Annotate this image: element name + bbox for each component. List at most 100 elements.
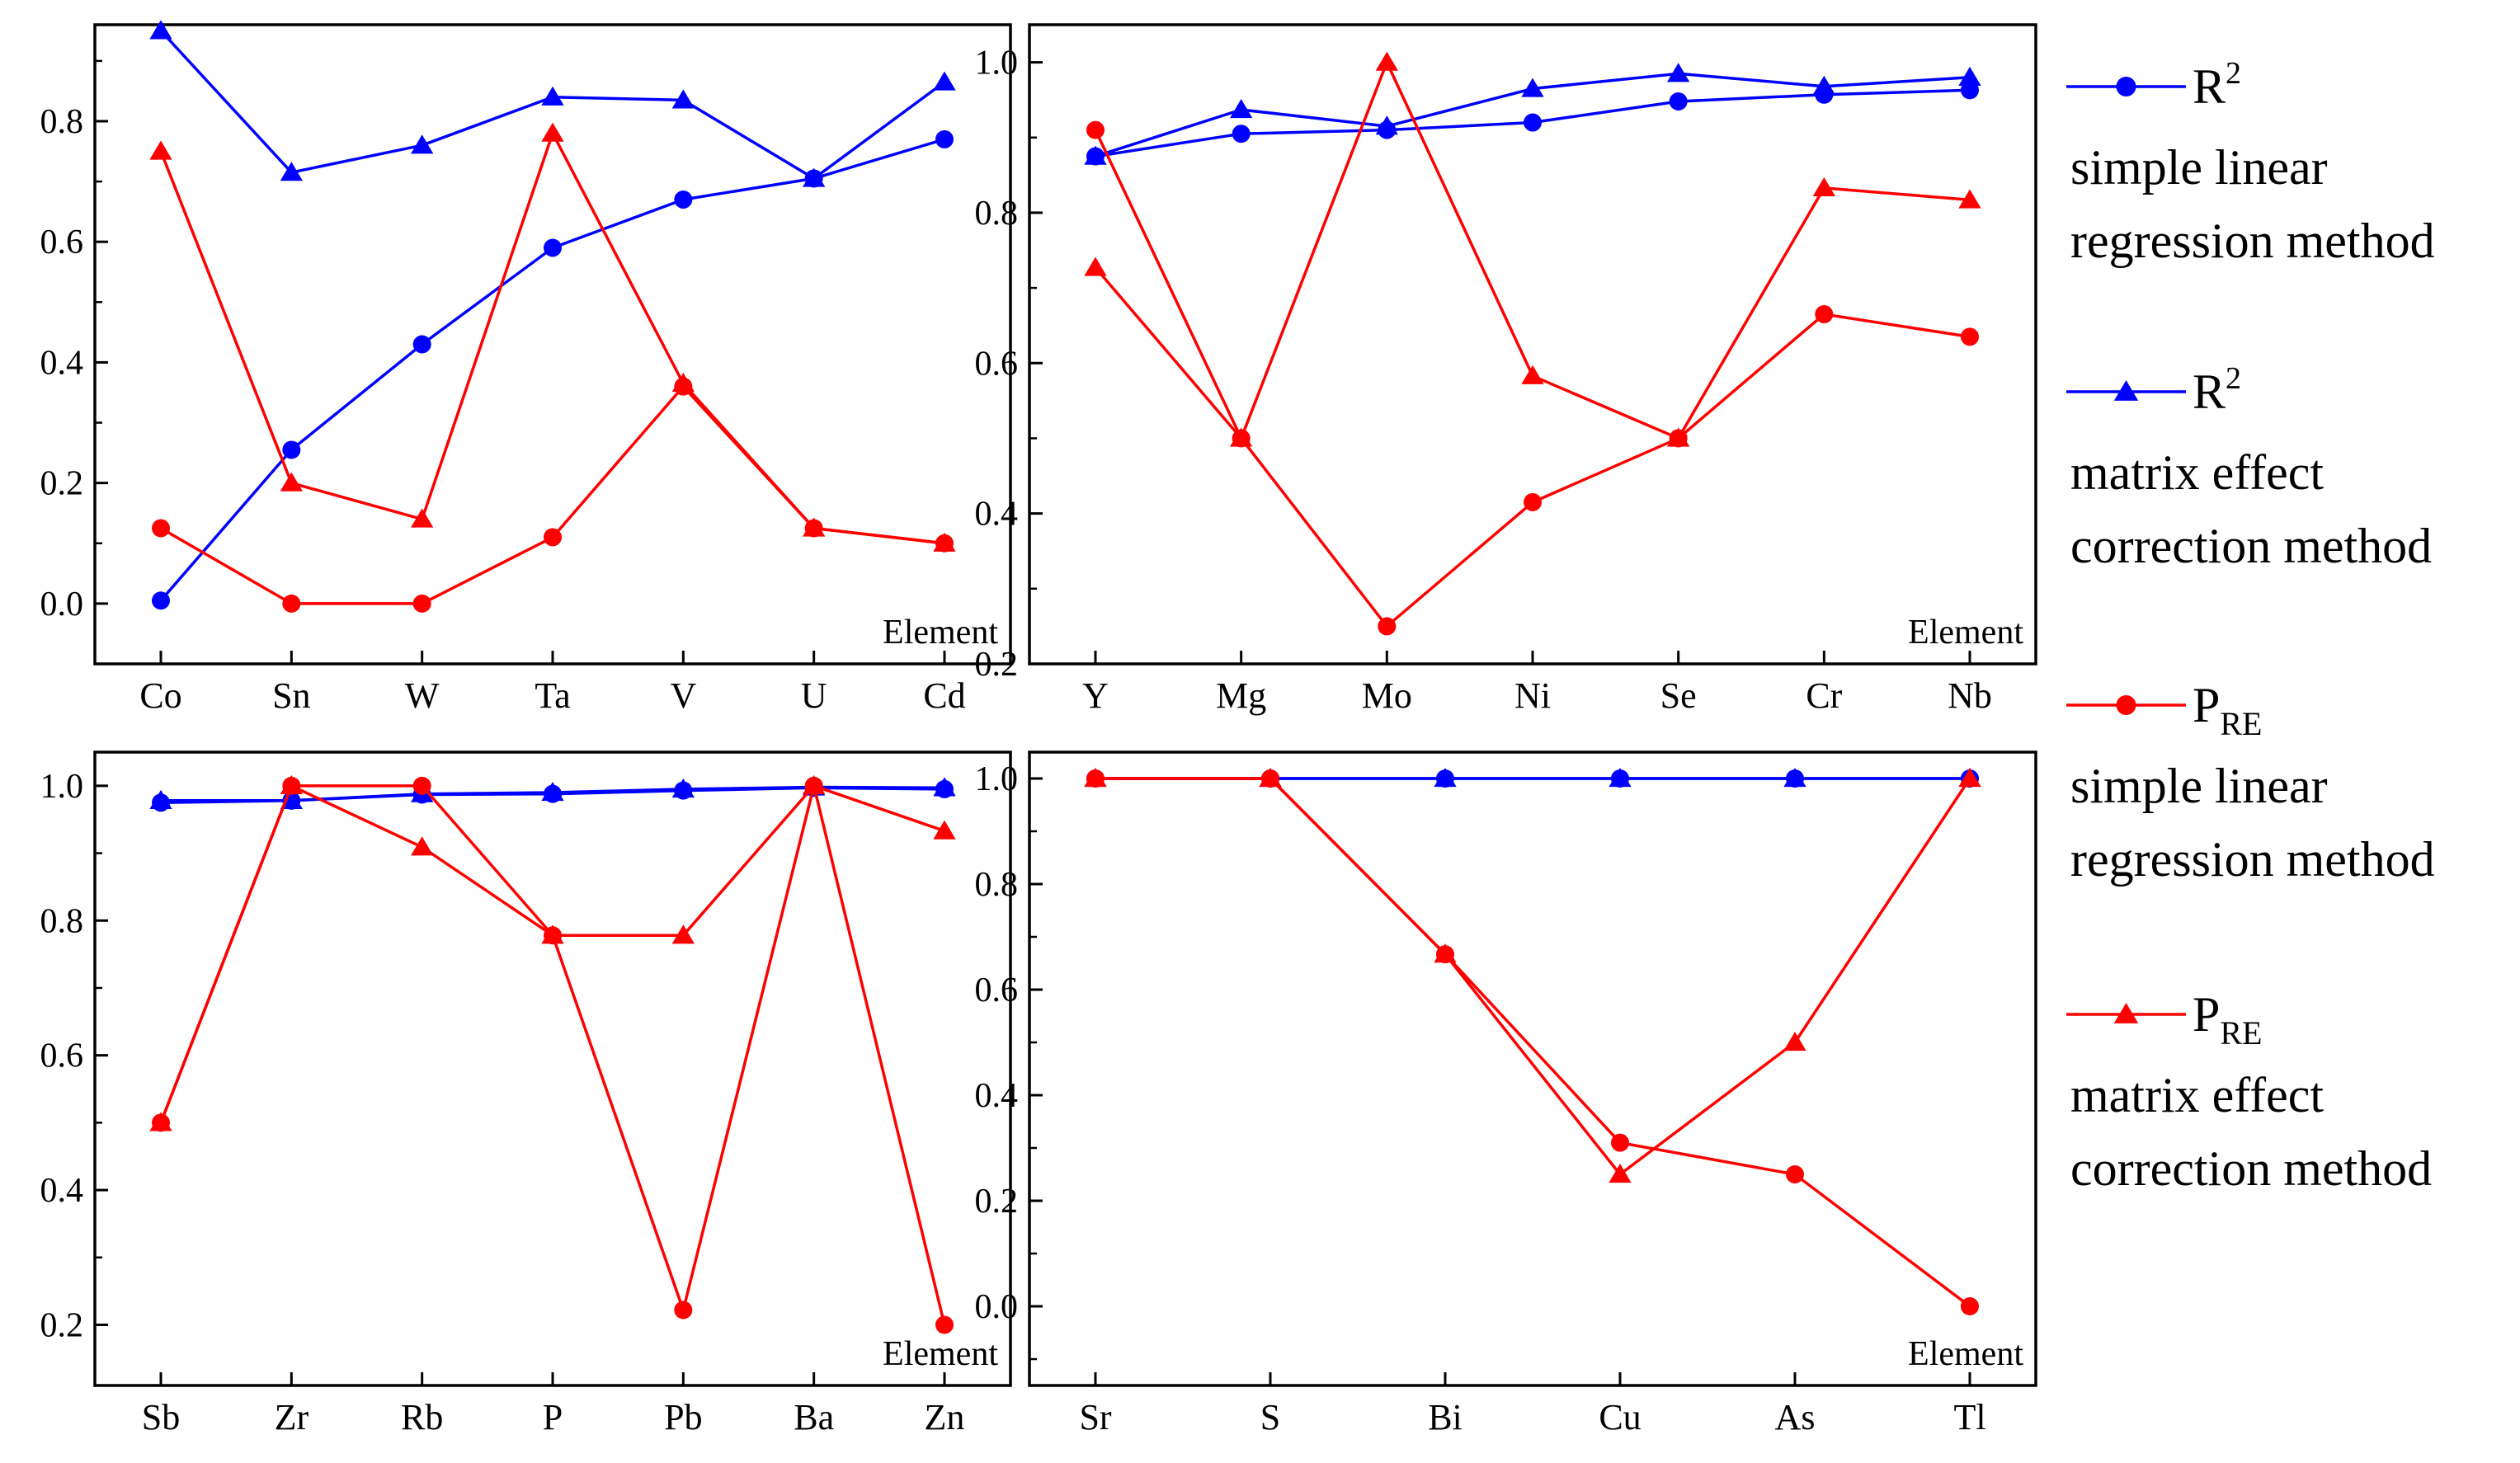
data-point-triangle xyxy=(1259,768,1282,788)
data-point-circle xyxy=(1961,327,1979,346)
legend-marker-circle xyxy=(2116,77,2136,96)
data-point-circle xyxy=(1086,120,1105,139)
legend-marker-triangle xyxy=(2113,380,2139,401)
data-point-circle xyxy=(282,594,301,613)
x-tick-label: Cu xyxy=(1599,1397,1641,1437)
chart-panel-1: 0.0 0.2 0.4 0.6 0.8 Co Sn W Ta V U Cd Element xyxy=(40,20,1012,716)
data-point-triangle xyxy=(671,89,695,109)
y-tick-label: 0.6 xyxy=(975,345,1019,383)
y-tick-label: 0.8 xyxy=(975,866,1019,904)
x-axis-label: Element xyxy=(1908,1335,2023,1373)
legend-item-3: PRE simple linear regression method xyxy=(2066,678,2435,887)
series-line xyxy=(159,784,946,1325)
data-point-triangle xyxy=(411,836,434,856)
x-tick-label: S xyxy=(1260,1397,1280,1437)
x-tick-label: Tl xyxy=(1953,1397,1985,1437)
data-point-triangle xyxy=(1783,1032,1806,1051)
data-point-triangle xyxy=(1812,176,1835,196)
data-point-triangle xyxy=(1958,768,1981,788)
data-point-triangle xyxy=(671,924,695,944)
data-point-triangle xyxy=(1084,145,1107,165)
data-point-triangle xyxy=(1667,427,1690,447)
series-line xyxy=(159,131,945,545)
legend-desc-line1: simple linear xyxy=(2070,140,2328,195)
x-tick-label: Zr xyxy=(275,1397,309,1437)
y-tick-label: 0.6 xyxy=(40,223,84,261)
x-tick-label: Sr xyxy=(1079,1397,1111,1437)
legend-desc-line2: correction method xyxy=(2070,1141,2432,1196)
x-tick-label: Ba xyxy=(794,1397,834,1437)
data-point-circle xyxy=(412,776,431,795)
y-tick-label: 0.2 xyxy=(975,1183,1019,1221)
y-tick-label: 0.6 xyxy=(40,1037,84,1075)
data-point-triangle xyxy=(280,162,303,181)
data-point-circle xyxy=(1524,492,1542,511)
y-tick-label: 0.4 xyxy=(40,1172,84,1210)
data-point-triangle xyxy=(671,778,695,798)
chart-panel-4: 0.0 0.2 0.4 0.6 0.8 1.0 Sr S Bi Cu As Tl Element xyxy=(975,750,2037,1437)
x-tick-label: Sn xyxy=(272,675,310,716)
data-point-circle xyxy=(544,528,562,547)
legend-title: R2 xyxy=(2193,56,2241,114)
y-tick-label: 0.0 xyxy=(40,586,84,623)
series-line xyxy=(1095,777,1971,1176)
x-tick-label: W xyxy=(405,675,440,716)
x-axis-label: Element xyxy=(883,614,998,652)
chart-panel-2: 0.2 0.4 0.6 0.8 1.0 Y Mg Mo Ni Se Cr Nb Element xyxy=(975,23,2037,716)
data-point-triangle xyxy=(1521,365,1544,384)
data-point-circle xyxy=(152,591,170,610)
data-point-triangle xyxy=(1609,768,1632,788)
series-line xyxy=(160,384,945,605)
y-tick-label: 1.0 xyxy=(40,768,84,806)
legend-title: PRE xyxy=(2193,987,2263,1051)
data-point-circle xyxy=(674,1301,693,1320)
x-tick-label: Co xyxy=(139,675,181,716)
data-point-triangle xyxy=(1434,768,1457,788)
data-point-triangle xyxy=(149,1112,172,1131)
data-point-triangle xyxy=(1084,256,1107,276)
legend-desc-line2: correction method xyxy=(2070,519,2432,573)
data-point-triangle xyxy=(541,122,564,142)
data-point-circle xyxy=(1524,113,1542,132)
data-point-circle xyxy=(1669,92,1688,111)
x-tick-label: Rb xyxy=(401,1397,443,1437)
data-point-triangle xyxy=(1958,66,1981,86)
x-tick-label: Sb xyxy=(142,1397,180,1437)
data-point-triangle xyxy=(1375,51,1398,71)
data-point-triangle xyxy=(541,924,564,944)
y-tick-label: 0.8 xyxy=(975,195,1019,233)
legend-desc-line1: matrix effect xyxy=(2070,1068,2324,1122)
data-point-triangle xyxy=(541,86,564,106)
y-tick-label: 0.6 xyxy=(975,971,1019,1009)
data-point-circle xyxy=(1232,125,1251,143)
x-tick-label: V xyxy=(670,675,696,716)
x-tick-label: Y xyxy=(1082,675,1109,716)
data-point-circle xyxy=(1378,617,1397,636)
data-point-triangle xyxy=(1609,1164,1632,1183)
data-point-triangle xyxy=(1230,427,1253,447)
x-tick-label: Se xyxy=(1660,675,1697,716)
data-point-triangle xyxy=(933,532,956,552)
data-point-triangle xyxy=(1667,63,1690,82)
data-point-triangle xyxy=(411,508,434,528)
data-point-triangle xyxy=(149,20,172,40)
data-point-triangle xyxy=(1230,99,1253,119)
data-point-triangle xyxy=(1434,943,1457,963)
legend-desc-line1: matrix effect xyxy=(2070,445,2324,500)
plot-frame xyxy=(1028,750,2037,1387)
data-point-circle xyxy=(935,129,954,148)
legend-item-4: PRE matrix effect correction method xyxy=(2066,987,2432,1196)
legend-desc-line2: regression method xyxy=(2070,214,2435,268)
legend-marker-triangle xyxy=(2113,1003,2139,1023)
x-tick-label: U xyxy=(801,675,827,716)
data-point-triangle xyxy=(149,140,172,160)
legend-title: R2 xyxy=(2193,361,2241,419)
data-point-circle xyxy=(1611,1133,1629,1152)
data-point-circle xyxy=(935,1315,954,1334)
data-point-circle xyxy=(282,440,301,459)
data-point-triangle xyxy=(803,517,826,537)
x-tick-label: Cd xyxy=(923,675,965,716)
legend-desc-line1: simple linear xyxy=(2070,759,2328,813)
data-point-triangle xyxy=(1958,189,1981,209)
data-point-circle xyxy=(1815,305,1834,324)
